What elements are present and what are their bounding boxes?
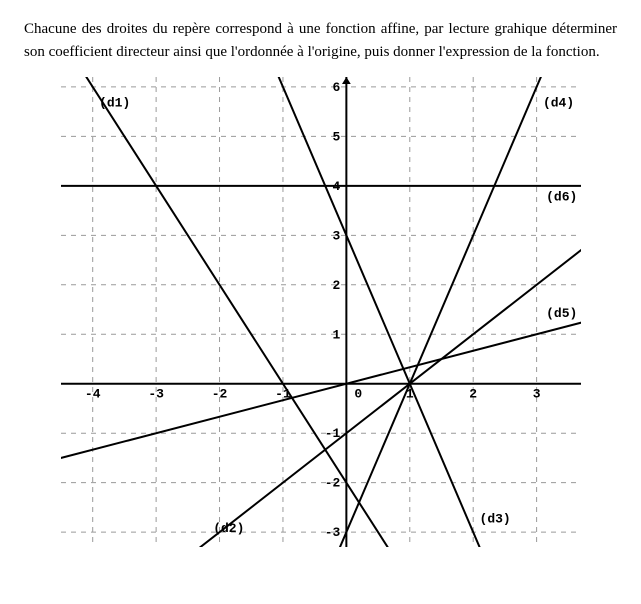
- coordinate-chart: -4-3-2-10123-3-2-1123456(d1)(d2)(d3)(d4)…: [61, 77, 581, 547]
- svg-text:5: 5: [332, 129, 340, 144]
- svg-text:1: 1: [332, 327, 340, 342]
- chart-container: -4-3-2-10123-3-2-1123456(d1)(d2)(d3)(d4)…: [24, 77, 617, 547]
- svg-text:-3: -3: [324, 525, 340, 540]
- label-d5: (d5): [546, 305, 577, 320]
- label-d2: (d2): [213, 521, 244, 536]
- label-d1: (d1): [99, 95, 130, 110]
- svg-text:2: 2: [469, 386, 477, 401]
- svg-text:2: 2: [332, 277, 340, 292]
- svg-text:-3: -3: [148, 386, 164, 401]
- svg-text:-2: -2: [324, 475, 340, 490]
- svg-text:3: 3: [332, 228, 340, 243]
- exercise-prompt: Chacune des droites du repère correspond…: [24, 18, 617, 65]
- svg-text:-2: -2: [211, 386, 227, 401]
- label-d6: (d6): [546, 189, 577, 204]
- prompt-text: Chacune des droites du repère correspond…: [24, 21, 617, 60]
- label-d4: (d4): [542, 95, 573, 110]
- label-d3: (d3): [479, 511, 510, 526]
- svg-text:3: 3: [532, 386, 540, 401]
- svg-text:0: 0: [354, 386, 362, 401]
- svg-text:-4: -4: [84, 386, 100, 401]
- svg-text:6: 6: [332, 79, 340, 94]
